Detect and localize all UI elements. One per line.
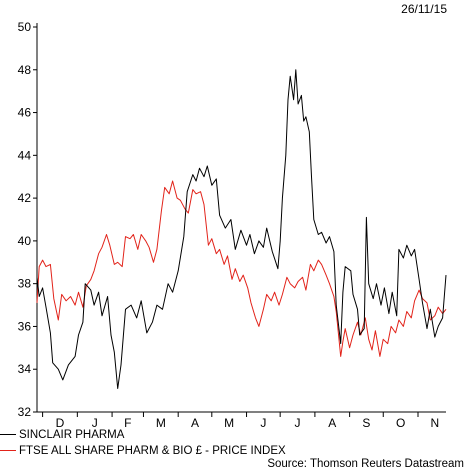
chart-series — [36, 69, 447, 389]
x-tick-label-8: A — [328, 416, 336, 430]
x-tick-label-5: M — [224, 416, 234, 430]
x-tick-label-10: O — [396, 416, 405, 430]
x-tick-label-2: F — [124, 416, 131, 430]
y-tick-label-36: 36 — [18, 319, 32, 333]
series-line-sinclair — [36, 69, 447, 389]
y-tick-label-34: 34 — [18, 362, 32, 376]
y-tick-label-42: 42 — [18, 191, 32, 205]
y-tick-label-40: 40 — [18, 234, 32, 248]
x-tick-label-4: A — [191, 416, 199, 430]
x-tick-label-3: M — [156, 416, 166, 430]
legend-entry-ftse: FTSE ALL SHARE PHARM & BIO £ - PRICE IND… — [0, 444, 286, 458]
x-tick-label-0: D — [56, 416, 65, 430]
legend-entry-sinclair: SINCLAIR PHARMA — [0, 428, 124, 442]
y-tick-label-32: 32 — [18, 405, 32, 419]
x-tick-label-7: J — [295, 416, 301, 430]
chart-date-label: 26/11/15 — [401, 2, 447, 16]
legend-line-sinclair — [0, 434, 16, 436]
x-tick-label-6: J — [260, 416, 266, 430]
x-tick-label-1: J — [92, 416, 98, 430]
y-tick-label-44: 44 — [18, 148, 32, 162]
series-line-ftse — [36, 180, 447, 357]
x-tick-label-11: N — [430, 416, 439, 430]
y-tick-label-38: 38 — [18, 277, 32, 291]
y-tick-label-48: 48 — [18, 63, 32, 77]
legend-label-ftse: FTSE ALL SHARE PHARM & BIO £ - PRICE IND… — [19, 445, 286, 457]
chart-axes: 32 34 36 38 40 42 44 46 48 50 D J F M A M J J A S O N — [18, 20, 446, 430]
y-tick-label-46: 46 — [18, 106, 32, 120]
legend-line-ftse — [0, 450, 16, 452]
y-tick-label-50: 50 — [18, 20, 32, 34]
source-note: Source: Thomson Reuters Datastream — [267, 458, 464, 470]
x-tick-label-9: S — [362, 416, 370, 430]
legend-label-sinclair: SINCLAIR PHARMA — [19, 429, 125, 441]
